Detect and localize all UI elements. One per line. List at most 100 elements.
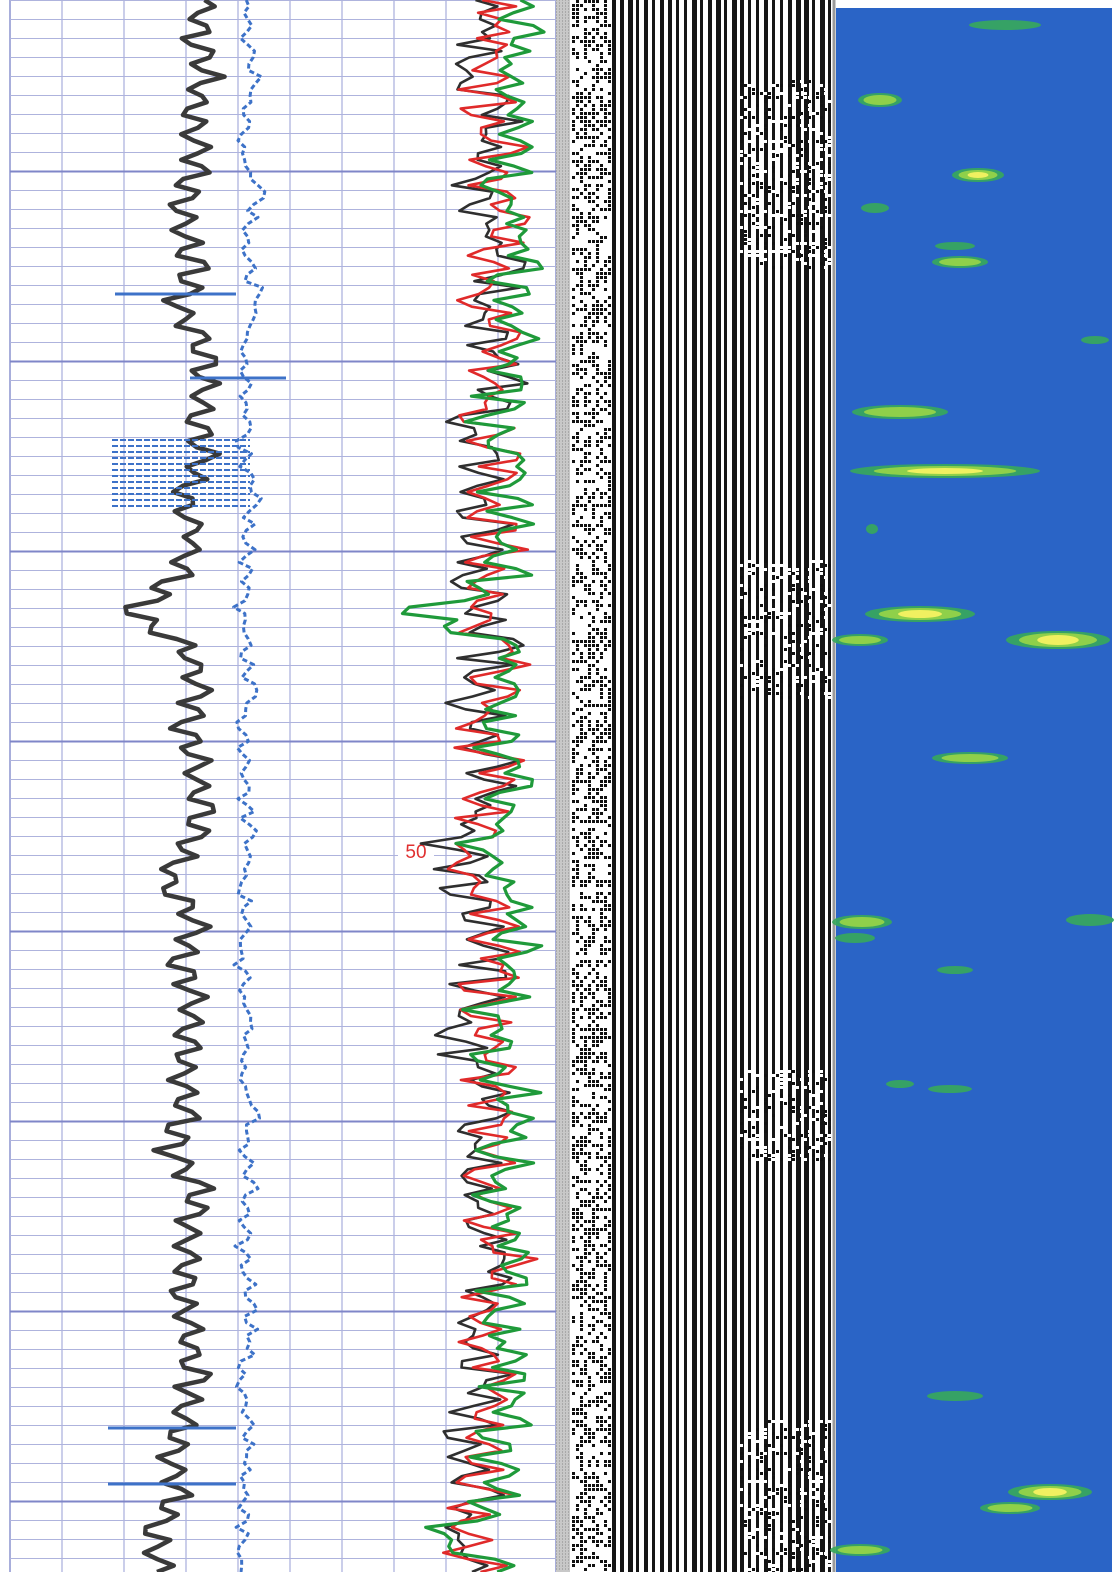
binary-noise-pixel [580,1344,583,1347]
binary-noise-pixel [580,772,583,775]
binary-noise-pixel [804,104,807,107]
binary-noise-pixel [584,1364,587,1367]
binary-noise-pixel [588,440,591,443]
binary-noise-pixel [592,928,595,931]
binary-noise-pixel [580,292,583,295]
binary-noise-pixel [760,178,763,181]
binary-noise-pixel [740,648,743,651]
binary-noise-pixel [760,234,763,237]
binary-noise-pixel [800,96,803,99]
binary-noise-pixel [780,116,783,119]
binary-noise-pixel [588,940,591,943]
binary-noise-pixel [772,1138,775,1141]
binary-noise-pixel [808,1540,811,1543]
binary-noise-pixel [596,80,599,83]
binary-noise-pixel [792,190,795,193]
binary-noise-pixel [600,800,603,803]
binary-noise-pixel [580,1168,583,1171]
binary-noise-pixel [760,1472,763,1475]
binary-noise-pixel [576,928,579,931]
heatmap-blob [837,1546,883,1554]
binary-noise-pixel [592,572,595,575]
binary-noise-pixel [580,1204,583,1207]
binary-noise-pixel [752,1500,755,1503]
binary-noise-pixel [796,604,799,607]
binary-noise-pixel [772,692,775,695]
binary-noise-pixel [592,1300,595,1303]
binary-noise-pixel [608,1108,611,1111]
binary-noise-pixel [584,0,587,3]
binary-noise-pixel [592,1552,595,1555]
binary-noise-pixel [744,1560,747,1563]
binary-noise-pixel [748,128,751,131]
binary-noise-pixel [576,104,579,107]
binary-noise-pixel [584,820,587,823]
binary-noise-pixel [608,748,611,751]
binary-noise-pixel [572,1408,575,1411]
binary-noise-pixel [800,250,803,253]
binary-noise-pixel [824,1114,827,1117]
binary-noise-pixel [572,1548,575,1551]
binary-noise-pixel [572,1432,575,1435]
binary-noise-pixel [580,1452,583,1455]
binary-noise-pixel [600,52,603,55]
binary-noise-pixel [600,176,603,179]
binary-noise-pixel [572,1348,575,1351]
binary-noise-pixel [588,1400,591,1403]
binary-noise-pixel [592,528,595,531]
binary-noise-pixel [580,180,583,183]
binary-noise-pixel [572,444,575,447]
binary-noise-pixel [780,1528,783,1531]
binary-stripe [692,0,697,1572]
binary-noise-pixel [600,884,603,887]
binary-noise-pixel [580,376,583,379]
binary-noise-pixel [780,1444,783,1447]
binary-noise-pixel [796,1464,799,1467]
blue-spike-group [108,292,286,1486]
binary-noise-pixel [580,984,583,987]
binary-noise-pixel [572,152,575,155]
binary-stripe [756,0,759,1572]
binary-noise-pixel [596,284,599,287]
binary-noise-pixel [600,724,603,727]
binary-noise-pixel [584,996,587,999]
binary-noise-pixel [756,254,759,257]
binary-noise-pixel [816,660,819,663]
binary-noise-pixel [776,96,779,99]
binary-noise-pixel [592,1216,595,1219]
binary-noise-pixel [576,600,579,603]
binary-noise-pixel [776,210,779,213]
binary-noise-pixel [572,780,575,783]
binary-noise-pixel [588,1308,591,1311]
binary-noise-pixel [788,1094,791,1097]
binary-noise-pixel [744,84,747,87]
binary-noise-pixel [588,852,591,855]
binary-noise-pixel [596,1060,599,1063]
binary-noise-pixel [744,1428,747,1431]
binary-noise-pixel [580,1444,583,1447]
binary-noise-pixel [572,576,575,579]
binary-noise-pixel [772,564,775,567]
binary-noise-pixel [604,308,607,311]
binary-stripe [780,0,783,1572]
binary-noise-pixel [760,182,763,185]
binary-noise-pixel [772,1440,775,1443]
binary-noise-pixel [816,1452,819,1455]
binary-noise-pixel [744,1098,747,1101]
binary-noise-pixel [760,1464,763,1467]
binary-noise-pixel [576,152,579,155]
binary-noise-pixel [572,508,575,511]
heatmap-blob [1033,1488,1067,1496]
binary-noise-pixel [820,1420,823,1423]
binary-noise-pixel [576,1288,579,1291]
binary-noise-pixel [580,1268,583,1271]
binary-noise-pixel [604,704,607,707]
binary-noise-pixel [796,1468,799,1471]
binary-noise-pixel [604,528,607,531]
binary-noise-pixel [772,1114,775,1117]
binary-noise-pixel [764,1158,767,1161]
binary-noise-pixel [592,320,595,323]
binary-noise-pixel [592,1400,595,1403]
binary-noise-pixel [580,1536,583,1539]
binary-noise-pixel [740,182,743,185]
